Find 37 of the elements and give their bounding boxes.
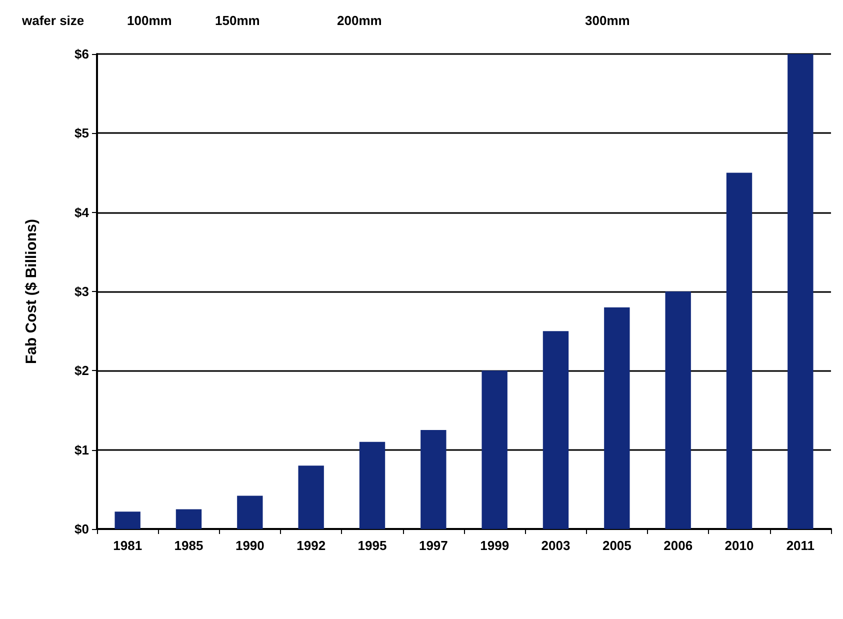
bar xyxy=(788,54,814,529)
y-tick-label: $0 xyxy=(74,522,89,536)
x-tick-label: 2006 xyxy=(664,538,693,553)
x-tick-label: 1997 xyxy=(418,538,448,553)
bar xyxy=(482,370,508,529)
bar xyxy=(665,292,691,529)
text: wafer size xyxy=(21,13,84,28)
x-tick-label: 2005 xyxy=(602,538,632,553)
text: 150mm xyxy=(215,13,260,28)
bar xyxy=(359,442,386,529)
x-tick-label: 1981 xyxy=(113,538,142,553)
y-tick-label: $4 xyxy=(74,204,90,220)
x-tick-label: 2010 xyxy=(724,538,754,553)
bar xyxy=(726,172,752,529)
bar xyxy=(420,430,446,529)
bar xyxy=(114,512,140,529)
bar xyxy=(176,509,202,529)
text: 300mm xyxy=(585,13,630,28)
text: 100mm xyxy=(127,13,172,28)
bar xyxy=(298,466,324,529)
bar xyxy=(237,496,263,529)
text: 200mm xyxy=(337,13,382,28)
bar xyxy=(542,331,569,529)
y-tick-label: $1 xyxy=(74,442,89,458)
x-tick-label: 1985 xyxy=(174,538,204,553)
x-tick-label: 1990 xyxy=(235,538,264,553)
y-tick-label: $6 xyxy=(74,46,89,62)
x-tick-label: 1992 xyxy=(296,538,326,553)
y-tick-label: $3 xyxy=(74,284,89,299)
x-tick-label: 2011 xyxy=(786,538,815,553)
y-tick-label: $5 xyxy=(74,126,89,141)
bar xyxy=(604,307,630,529)
x-tick-label: 1995 xyxy=(358,538,387,553)
x-tick-label: 1999 xyxy=(480,538,510,553)
y-axis-title: Fab Cost ($ Billions) xyxy=(23,218,40,364)
y-tick-label: $2 xyxy=(74,363,89,378)
x-tick-label: 2003 xyxy=(541,538,570,553)
